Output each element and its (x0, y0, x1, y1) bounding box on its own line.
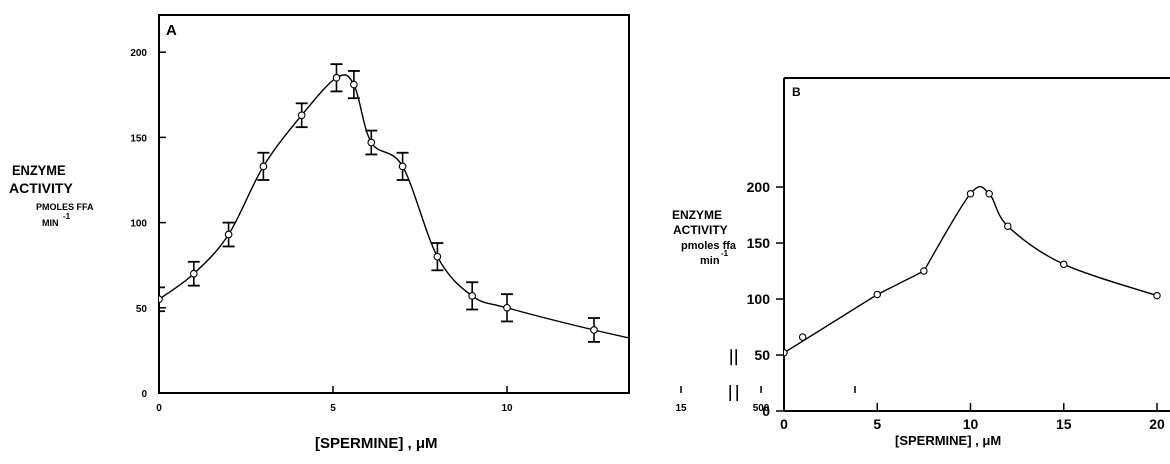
y-tick-label: 0 (141, 389, 147, 400)
data-point (433, 252, 442, 261)
panel-a-x-label: [SPERMINE] , μM (315, 435, 438, 452)
panel-a-ylabel-line-1: ENZYME (12, 163, 66, 179)
data-point (590, 326, 598, 334)
y-tick-label: 0 (762, 403, 770, 419)
y-tick-label: 150 (747, 235, 771, 251)
axis-break-gap (730, 391, 739, 395)
data-point (398, 162, 407, 171)
y-tick-label: 150 (130, 133, 147, 144)
panel-b-y-axis: 0 50 100 150 200 (747, 179, 784, 419)
data-point (678, 345, 685, 352)
x-tick-label: 0 (780, 416, 788, 432)
y-tick-label: 200 (130, 48, 147, 59)
data-point (503, 303, 511, 312)
data-point (784, 349, 788, 357)
panel-b-label: B (792, 85, 801, 99)
data-point (920, 267, 928, 275)
x-tick-label: 20 (1149, 416, 1165, 432)
x-tick-label: 0 (156, 403, 162, 414)
panel-b-ylabel-line-1: ENZYME (672, 208, 722, 222)
y-tick-label: 100 (747, 291, 771, 307)
data-point (159, 295, 163, 304)
panel-a-ylabel-exponent: -1 (63, 212, 71, 221)
data-point (297, 111, 306, 120)
panel-a-ylabel-line-3: PMOLES FFA (36, 202, 94, 212)
series-b-curve (784, 185, 1158, 354)
panel-b-x-label: [SPERMINE] , μM (895, 433, 1001, 448)
x-tick-label: 500 (753, 403, 770, 414)
x-tick-label: 15 (675, 403, 687, 414)
data-point (985, 189, 993, 198)
panel-b-ylabel-line-4: min (700, 255, 720, 267)
data-point (468, 292, 477, 300)
data-point (350, 80, 358, 89)
panel-b-ylabel-exponent: -1 (721, 249, 729, 258)
x-tick-label: 10 (501, 403, 513, 414)
chart-panel-b: B 0 50 100 150 200 0 5 10 15 20 ENZYME ACTIVITY … (672, 77, 1170, 448)
series-a-curve (159, 74, 629, 339)
panel-a-ylabel-line-4: MIN (42, 218, 59, 228)
data-point (1153, 291, 1161, 300)
data-point (1004, 222, 1012, 230)
y-tick-label: 200 (747, 179, 771, 195)
x-tick-label: 5 (330, 403, 336, 414)
data-point (798, 333, 807, 341)
panel-b-x-axis: 0 5 10 15 20 (780, 403, 1165, 432)
panel-a-ylabel-line-2: ACTIVITY (9, 180, 73, 196)
panel-a-y-label: ENZYME ACTIVITY PMOLES FFA MIN -1 (9, 163, 94, 228)
data-point (966, 189, 975, 198)
data-point (1060, 260, 1068, 269)
series-b-points (784, 189, 1161, 357)
series-a-points (159, 73, 685, 352)
data-point (224, 230, 233, 239)
x-tick-label: 15 (1056, 416, 1072, 432)
panel-a-axis-breaks (729, 349, 739, 401)
panel-b-y-label: ENZYME ACTIVITY pmoles ffa min -1 (672, 208, 737, 267)
x-tick-label: 5 (873, 416, 881, 432)
panel-a-label: A (166, 22, 177, 39)
y-tick-label: 100 (130, 219, 147, 230)
data-point (259, 162, 268, 171)
y-tick-label: 50 (136, 304, 148, 315)
y-tick-label: 50 (754, 347, 770, 363)
panel-b-ylabel-line-3: pmoles ffa (681, 240, 737, 252)
panel-a-frame (158, 14, 630, 394)
panel-a-x-axis: 0 5 10 15 500 (156, 386, 856, 414)
data-point (873, 290, 881, 299)
data-point (367, 138, 376, 147)
x-tick-label: 10 (963, 416, 979, 432)
series-a-tail-segment (742, 361, 761, 388)
panel-b-ylabel-line-2: ACTIVITY (673, 223, 728, 237)
panel-a-y-axis: 0 50 100 150 200 (130, 48, 166, 400)
data-point (189, 269, 198, 278)
data-point (332, 73, 341, 82)
